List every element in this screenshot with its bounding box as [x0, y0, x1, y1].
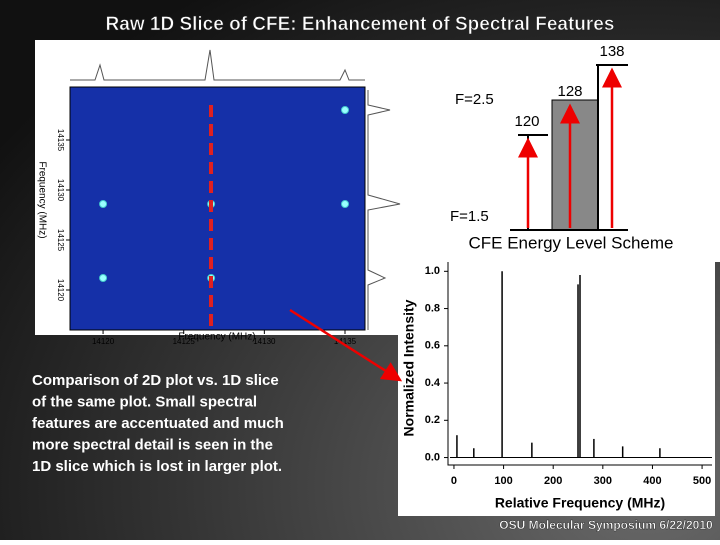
transition-label: 128: [557, 83, 582, 100]
footer: OSU Molecular Symposium 6/22/2010: [499, 518, 713, 532]
y-tick-label: 0.6: [425, 340, 440, 352]
axis: [447, 262, 712, 466]
x-tick-label: 500: [693, 475, 711, 487]
transition-arrows: [518, 67, 622, 228]
x-axis-label: Relative Frequency (MHz): [495, 495, 665, 511]
x-tick-label: 100: [494, 475, 512, 487]
y-tick-label: 0.8: [425, 302, 440, 314]
point: [341, 200, 349, 208]
plot-area: [69, 86, 366, 331]
x-tick-label: 200: [544, 475, 562, 487]
x-tick-label: 400: [643, 475, 661, 487]
title: Raw 1D Slice of CFE: Enhancement of Spec…: [106, 14, 615, 35]
y-axis-label: Frequency (MHz): [36, 161, 47, 238]
y-tick-label: 1.0: [425, 265, 440, 277]
level-label: F=1.5: [450, 208, 489, 225]
x-tick-label: 14130: [253, 337, 276, 346]
y-tick-label: 0.2: [425, 414, 440, 426]
y-tick-label: 0.0: [425, 451, 440, 463]
x-tick-label: 14120: [92, 337, 115, 346]
panel: [398, 262, 715, 516]
x-tick-label: 300: [594, 475, 612, 487]
caption-line: more spectral detail is seen in the: [32, 436, 273, 453]
caption-line: 1D slice which is lost in larger plot.: [32, 458, 282, 475]
point: [341, 106, 349, 114]
y-axis-label: Normalized Intensity: [401, 299, 417, 436]
level-band: [551, 99, 599, 231]
x-tick-label: 0: [451, 475, 457, 487]
caption-line: Comparison of 2D plot vs. 1D slice: [32, 372, 279, 389]
arrow: [289, 308, 403, 382]
caption-line: of the same plot. Small spectral: [32, 393, 257, 410]
level-label: F=2.5: [455, 91, 494, 108]
projection: [367, 90, 401, 330]
caption-line: features are accentuated and much: [32, 415, 284, 432]
projection: [70, 49, 365, 81]
y-tick-label: 14120: [56, 279, 65, 302]
transition-label: 138: [599, 43, 624, 60]
x-axis-label: Frequency (MHz): [178, 332, 255, 343]
x-tick-label: 14135: [334, 337, 357, 346]
x-tick-label: 14125: [173, 337, 196, 346]
y-tick-label: 0.4: [425, 377, 441, 389]
y-tick-label: 14135: [56, 129, 65, 152]
y-tick-label: 14125: [56, 229, 65, 252]
y-tick-label: 14130: [56, 179, 65, 202]
transition-label: 120: [514, 113, 539, 130]
diagram-caption: CFE Energy Level Scheme: [468, 233, 673, 252]
point: [99, 200, 108, 208]
point: [99, 274, 108, 282]
